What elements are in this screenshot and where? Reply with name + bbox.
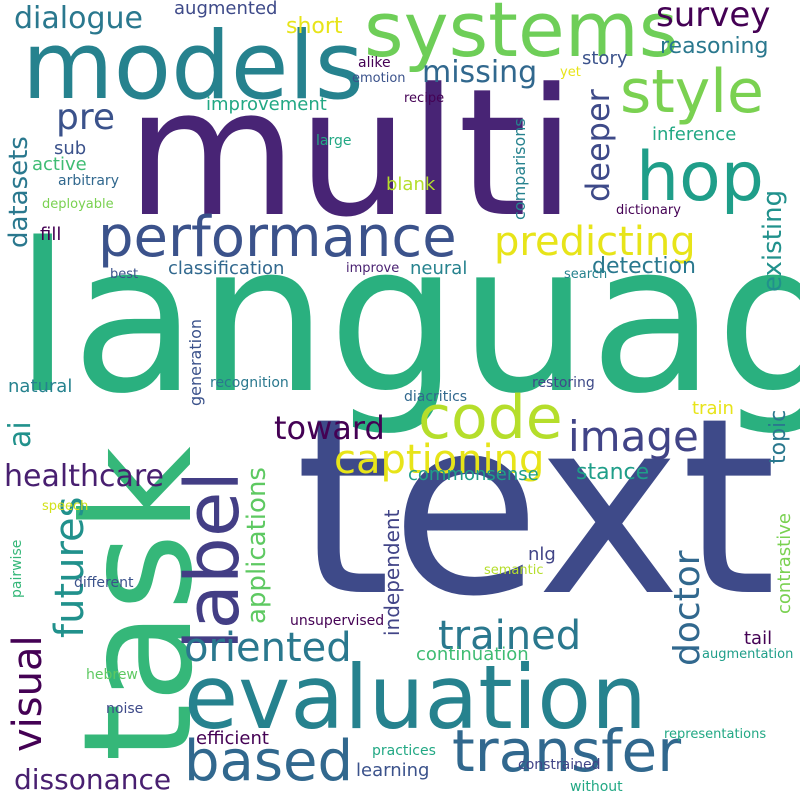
word-arbitrary: arbitrary — [58, 173, 119, 189]
word-oriented: oriented — [184, 625, 352, 671]
word-dissonance: dissonance — [14, 763, 172, 796]
word-hebrew: hebrew — [86, 667, 138, 683]
word-contrastive: contrastive — [774, 513, 795, 614]
word-natural: natural — [8, 376, 73, 397]
word-systems: systems — [364, 0, 679, 74]
word-nlg: nlg — [528, 544, 556, 565]
word-yet: yet — [560, 65, 581, 80]
word-doctor: doctor — [667, 550, 708, 666]
word-independent: independent — [380, 509, 404, 636]
word-augmentation: augmentation — [702, 647, 794, 662]
word-alike: alike — [358, 55, 391, 71]
word-tail: tail — [744, 628, 773, 649]
word-topic: topic — [766, 409, 791, 464]
word-evaluation: evaluation — [184, 646, 647, 749]
word-comparisons: comparisons — [510, 118, 529, 220]
word-speech: speech — [42, 499, 89, 514]
word-recognition: recognition — [210, 375, 289, 391]
word-captioning: captioning — [334, 437, 545, 483]
word-train: train — [692, 398, 734, 419]
word-language: language — [14, 199, 800, 439]
word-efficient: efficient — [196, 728, 269, 749]
word-short: short — [286, 14, 343, 39]
word-learning: learning — [356, 760, 430, 781]
word-dictionary: dictionary — [616, 203, 681, 218]
word-reasoning: reasoning — [660, 34, 769, 59]
word-datasets: datasets — [4, 136, 34, 248]
word-fill: fill — [40, 224, 62, 245]
word-survey: survey — [656, 0, 771, 35]
word-code: code — [418, 383, 563, 453]
word-deeper: deeper — [579, 89, 617, 202]
word-improve: improve — [346, 261, 400, 276]
word-active: active — [32, 154, 87, 175]
word-augmented: augmented — [174, 0, 278, 19]
word-best: best — [110, 267, 139, 282]
word-deployable: deployable — [42, 197, 114, 212]
word-classification: classification — [168, 258, 285, 279]
word-constrained: constrained — [518, 757, 601, 773]
word-stance: stance — [576, 460, 650, 485]
word-multi: multi — [126, 51, 576, 256]
word-existing: existing — [758, 189, 788, 292]
word-continuation: continuation — [416, 644, 529, 665]
word-toward: toward — [274, 409, 385, 447]
word-commonsense: commonsense — [408, 464, 539, 485]
word-representations: representations — [664, 727, 767, 742]
word-transfer: transfer — [452, 717, 682, 785]
word-healthcare: healthcare — [4, 459, 164, 494]
word-performance: performance — [98, 205, 457, 270]
word-predicting: predicting — [494, 219, 696, 265]
word-noise: noise — [106, 701, 144, 717]
word-detection: detection — [592, 254, 696, 279]
word-story: story — [582, 48, 628, 69]
word-search: search — [564, 267, 608, 282]
word-applications: applications — [242, 467, 272, 624]
word-without: without — [570, 779, 623, 795]
word-text: text — [295, 366, 777, 650]
word-neural: neural — [410, 258, 468, 279]
word-dialogue: dialogue — [14, 1, 143, 36]
word-sub: sub — [54, 138, 87, 159]
word-trained: trained — [438, 613, 582, 659]
word-futures: futures — [47, 496, 93, 638]
word-visual: visual — [5, 635, 51, 752]
word-practices: practices — [372, 743, 436, 759]
word-models: models — [22, 12, 364, 121]
word-style: style — [620, 57, 764, 127]
word-inference: inference — [652, 124, 737, 145]
word-pairwise: pairwise — [9, 539, 25, 598]
word-unsupervised: unsupervised — [290, 613, 385, 629]
word-diacritics: diacritics — [404, 389, 468, 405]
word-image: image — [568, 412, 699, 461]
word-different: different — [74, 575, 134, 591]
word-emotion: emotion — [352, 71, 406, 86]
word-blank: blank — [386, 174, 436, 195]
word-recipe: recipe — [404, 91, 445, 106]
word-large: large — [316, 133, 352, 149]
word-label: label — [170, 471, 256, 650]
word-improvement: improvement — [206, 94, 327, 115]
word-ai: ai — [3, 421, 38, 448]
word-missing: missing — [422, 55, 538, 90]
word-based: based — [184, 729, 354, 794]
word-pre: pre — [56, 97, 116, 138]
word-semantic: semantic — [484, 563, 544, 578]
word-restoring: restoring — [532, 375, 595, 391]
word-generation: generation — [186, 318, 205, 406]
word-hop: hop — [636, 138, 764, 217]
